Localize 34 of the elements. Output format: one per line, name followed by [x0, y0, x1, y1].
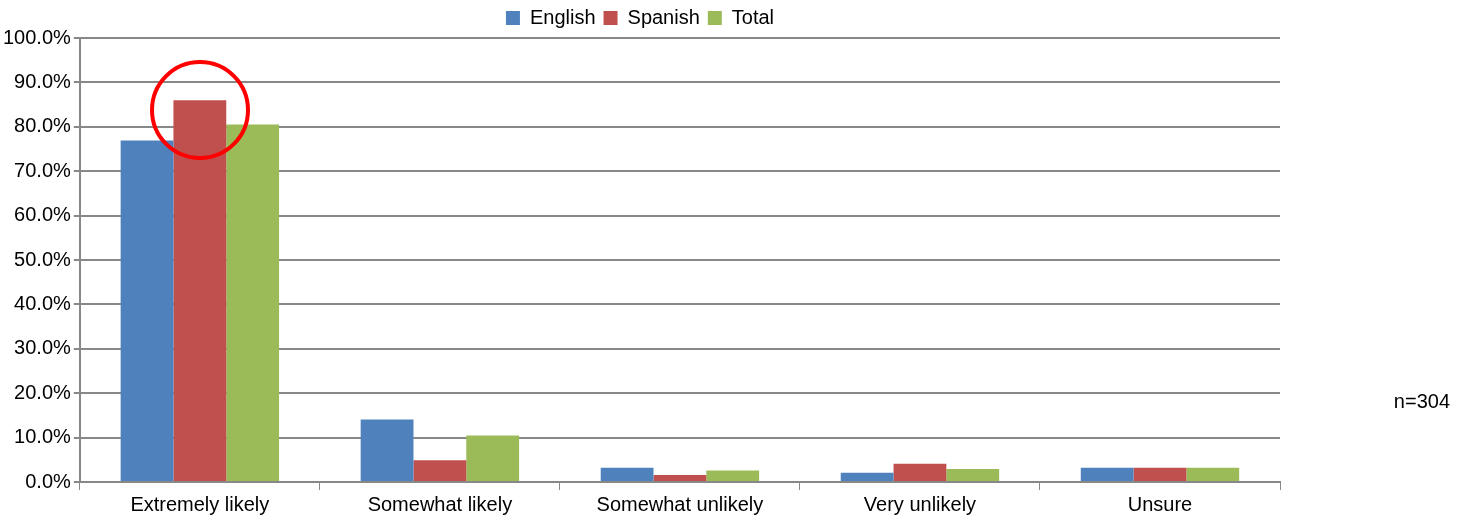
x-tick-label: Somewhat likely [367, 492, 513, 515]
bar [653, 474, 707, 481]
bar [413, 460, 467, 481]
bar [706, 470, 760, 481]
legend-label: English [529, 5, 596, 28]
bar [600, 467, 654, 481]
bar [1080, 467, 1134, 481]
bar [226, 124, 280, 481]
text: n=304 [1393, 390, 1450, 413]
bar [893, 463, 947, 481]
legend-label: Spanish [627, 5, 700, 28]
bar [1133, 467, 1187, 481]
bar [120, 140, 174, 481]
x-tick-label: Extremely likely [130, 492, 270, 515]
y-tick-label: 70.0% [14, 158, 72, 181]
bar [466, 435, 520, 481]
x-tick-label: Somewhat unlikely [596, 492, 764, 515]
legend-label: Total [731, 5, 775, 28]
bar [946, 469, 1000, 481]
y-tick-label: 60.0% [14, 203, 72, 226]
x-tick-label: Unsure [1127, 492, 1193, 515]
y-tick-label: 80.0% [14, 114, 72, 137]
y-tick-label: 100.0% [2, 25, 72, 48]
y-tick-label: 30.0% [14, 336, 72, 359]
y-tick-label: 20.0% [14, 380, 72, 403]
y-tick-label: 0.0% [25, 469, 72, 492]
y-tick-label: 50.0% [14, 247, 72, 270]
y-tick-label: 40.0% [14, 291, 72, 314]
x-tick-label: Very unlikely [863, 492, 977, 515]
bar [1186, 467, 1240, 481]
y-tick-label: 90.0% [14, 69, 72, 92]
y-tick-label: 10.0% [14, 425, 72, 448]
bar [360, 419, 414, 481]
bar [840, 472, 894, 481]
